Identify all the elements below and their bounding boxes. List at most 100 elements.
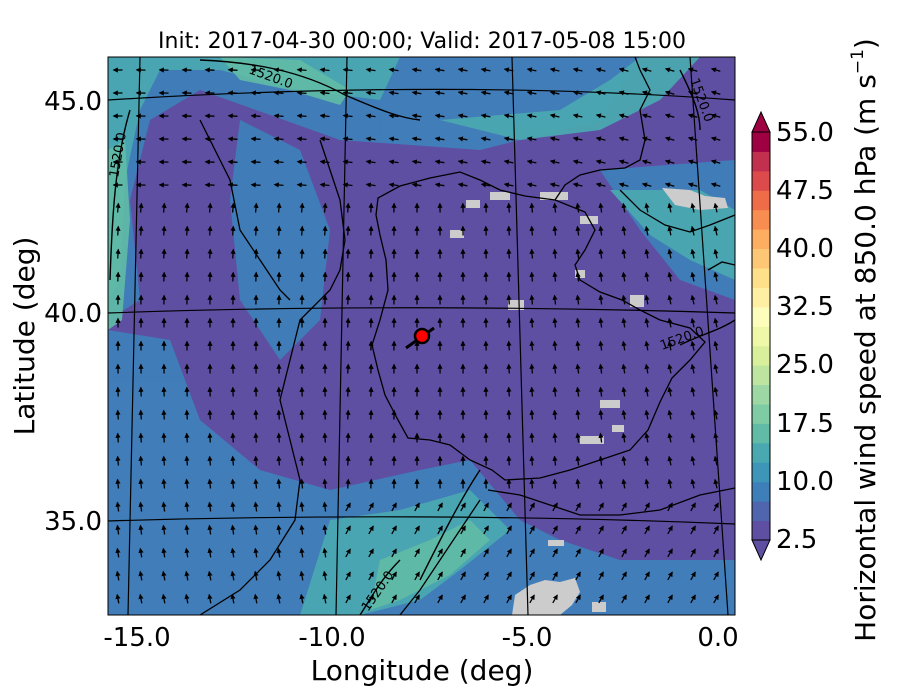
wind-arrow [598,202,604,213]
wind-arrow [299,432,305,443]
wind-arrow [529,548,535,558]
wind-arrow [161,593,167,604]
wind-arrow [621,594,627,604]
wind-arrow [230,570,236,581]
wind-arrow [690,525,696,535]
wind-arrow [690,248,696,259]
wind-arrow [250,159,261,165]
wind-arrow [529,248,535,259]
wind-arrow [529,202,535,213]
wind-arrow [368,525,374,535]
wind-arrow [621,202,627,213]
wind-arrow [342,90,353,96]
wind-arrow [713,271,719,282]
wind-arrow [690,271,696,282]
wind-arrow [690,409,696,420]
wind-arrow [575,432,581,443]
wind-arrow [345,317,351,328]
wind-arrow [138,501,144,512]
colorbar-bin [752,268,770,288]
wind-arrow [342,67,353,73]
wind-arrow [388,159,399,165]
wind-arrow [549,159,560,165]
wind-arrow [273,159,284,165]
wind-arrow [664,67,675,73]
wind-arrow [230,524,236,535]
wind-arrow [296,90,307,96]
wind-arrow [552,455,558,466]
wind-arrow [388,136,399,142]
wind-arrow [618,182,629,188]
wind-arrow [227,90,238,96]
wind-arrow [276,248,282,259]
wind-arrow [667,594,673,604]
wind-arrow [575,248,581,259]
wind-arrow [273,136,284,142]
wind-arrow [207,501,213,512]
wind-arrow [621,409,627,420]
wind-arrow [598,432,604,443]
wind-arrow [388,182,399,188]
wind-arrow [687,159,698,165]
wind-arrow [575,525,581,535]
wind-arrow [549,113,560,119]
wind-arrow [572,136,583,142]
wind-arrow [506,571,512,581]
wind-arrow [411,90,422,96]
wind-arrow [667,455,673,466]
wind-arrow [667,548,673,558]
wind-arrow [595,136,606,142]
wind-arrow [575,386,581,397]
wind-arrow [595,159,606,165]
wind-arrow [457,182,468,188]
wind-arrow [437,502,443,512]
wind-arrow [368,548,374,558]
wind-arrow [411,67,422,73]
wind-arrow [598,363,604,374]
wind-arrow [276,409,282,420]
wind-arrow [575,455,581,466]
wind-arrow [667,271,673,282]
wind-arrow [667,571,673,581]
wind-arrow [460,594,466,604]
wind-arrow [273,113,284,119]
wind-arrow [503,182,514,188]
map-frame [107,56,736,616]
wind-arrow [506,432,512,443]
wind-arrow [161,248,167,259]
wind-arrow [230,501,236,512]
colorbar-tick-label: 32.5 [776,292,834,322]
wind-arrow [503,113,514,119]
wind-arrow [667,502,673,512]
wind-arrow [575,225,581,236]
wind-arrow [322,432,328,443]
wind-arrow [506,363,512,374]
wind-arrow [598,525,604,535]
wind-arrow [644,386,650,397]
wind-arrow [572,159,583,165]
wind-arrow [322,478,328,489]
wind-arrow [227,113,238,119]
wind-arrow [575,548,581,558]
wind-arrow [253,409,259,420]
wind-arrow [273,67,284,73]
y-tick-label: 40.0 [44,299,102,329]
wind-arrow [713,432,719,443]
wind-arrow [598,571,604,581]
colorbar-tick-label: 2.5 [776,525,817,555]
wind-arrow [552,432,558,443]
wind-arrow [345,502,351,512]
wind-arrow [552,502,558,512]
wind-arrow [506,225,512,236]
wind-arrow [690,317,696,328]
wind-arrow [503,67,514,73]
wind-arrow [253,225,259,236]
wind-arrow [506,455,512,466]
wind-arrow [506,340,512,351]
wind-arrow [575,202,581,213]
wind-arrow [138,547,144,558]
wind-arrow [299,593,305,604]
sardinia-coast [707,261,735,271]
wind-arrow [253,202,259,213]
